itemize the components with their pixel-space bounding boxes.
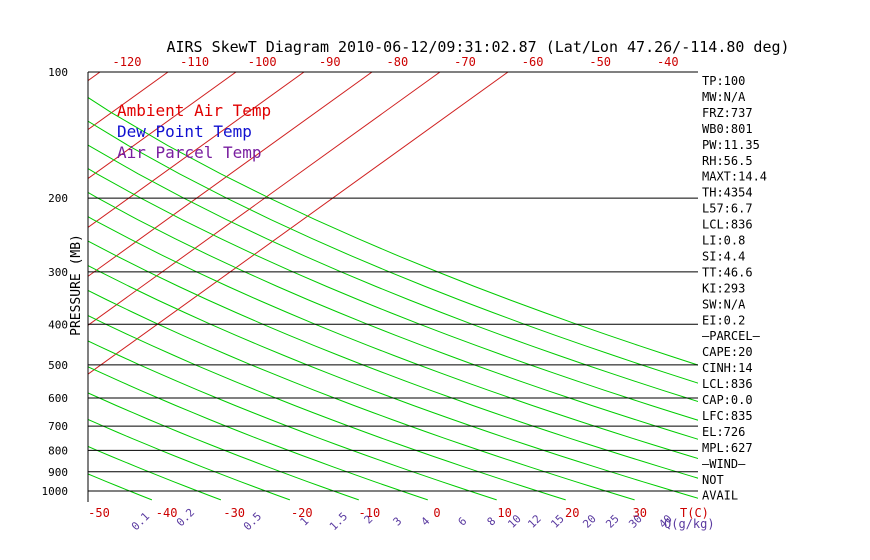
top-temp-tick-label: -50 — [589, 55, 611, 69]
legend-entry: Air Parcel Temp — [117, 143, 262, 162]
pressure-tick-label: 700 — [48, 420, 68, 433]
info-label: EI:0.2 — [702, 313, 745, 327]
dry-adiabat-line — [88, 167, 698, 421]
bottom-temp-tick-label: -10 — [359, 506, 381, 520]
bottom-temp-tick-label: 20 — [565, 506, 579, 520]
isotherm-line — [88, 72, 441, 326]
dry-adiabat-line — [0, 72, 14, 500]
chart-title: AIRS SkewT Diagram 2010-06-12/09:31:02.8… — [166, 38, 789, 56]
dry-adiabat-line — [88, 340, 497, 501]
x-axis-label: T(C) — [680, 506, 709, 520]
mixing-ratio-tick-label: 0.1 — [129, 510, 152, 533]
pressure-tick-label: 800 — [48, 444, 68, 457]
top-temp-tick-label: -90 — [319, 55, 341, 69]
info-label: RH:56.5 — [702, 154, 753, 168]
info-label: MW:N/A — [702, 90, 746, 104]
dry-adiabat-line — [88, 314, 566, 501]
dry-adiabat-line — [88, 392, 359, 501]
info-label: LCL:836 — [702, 218, 753, 232]
isotherm-line — [88, 72, 101, 82]
info-label: TP:100 — [702, 74, 745, 88]
info-label: CAP:0.0 — [702, 393, 753, 407]
dry-adiabat-line — [88, 144, 698, 403]
dry-adiabat-line — [88, 96, 698, 366]
isobar-lines — [87, 71, 698, 502]
top-temp-tick-label: -120 — [113, 55, 142, 69]
y-axis-label: PRESSURE (MB) — [69, 234, 84, 336]
isotherm-line — [88, 72, 305, 229]
legend-entry: Dew Point Temp — [117, 122, 252, 141]
pressure-tick-label: 100 — [48, 66, 68, 79]
info-label: NOT — [702, 473, 724, 487]
info-label: TT:46.6 — [702, 265, 753, 279]
pressure-tick-label: 900 — [48, 466, 68, 479]
info-label: CAPE:20 — [702, 345, 753, 359]
info-label: —WIND— — [702, 457, 746, 471]
bottom-temp-tick-label: -30 — [223, 506, 245, 520]
mixing-ratio-tick-label: 6 — [456, 515, 470, 529]
pressure-tick-label: 500 — [48, 359, 68, 372]
dry-adiabat-line — [88, 120, 698, 384]
pressure-tick-label: 1000 — [42, 485, 69, 498]
info-label: AVAIL — [702, 489, 738, 503]
info-label: LFC:835 — [702, 409, 753, 423]
isotherm-line — [88, 72, 509, 375]
dry-adiabat-line — [88, 240, 698, 479]
info-label: EL:726 — [702, 425, 745, 439]
bottom-temp-tick-label: 30 — [633, 506, 647, 520]
top-temp-tick-label: -110 — [180, 55, 209, 69]
pressure-tick-label: 400 — [48, 318, 68, 331]
info-label: SW:N/A — [702, 297, 746, 311]
info-panel: TP:100 MW:N/A FRZ:737 WB0:801 PW:11.35 RH:56.… — [702, 74, 767, 503]
isotherm-line — [88, 72, 373, 277]
info-label: TH:4354 — [702, 186, 753, 200]
top-temp-tick-label: -40 — [657, 55, 679, 69]
info-label: PW:11.35 — [702, 138, 760, 152]
bottom-temp-tick-label: 10 — [497, 506, 511, 520]
isotherm-line — [88, 72, 237, 180]
info-label: —PARCEL— — [702, 329, 761, 343]
info-label: SI:4.4 — [702, 249, 745, 263]
dry-adiabat-line — [88, 289, 635, 501]
info-label: FRZ:737 — [702, 106, 753, 120]
info-label: MAXT:14.4 — [702, 170, 767, 184]
bottom-temp-tick-label: 0 — [433, 506, 440, 520]
background-lines — [0, 72, 698, 502]
mixing-ratio-tick-label: 1.5 — [327, 510, 350, 533]
info-label: LCL:836 — [702, 377, 753, 391]
info-label: MPL:627 — [702, 441, 753, 455]
bottom-temp-tick-label: -40 — [156, 506, 178, 520]
pressure-tick-label: 300 — [48, 266, 68, 279]
bottom-temp-tick-label: -20 — [291, 506, 313, 520]
info-label: WB0:801 — [702, 122, 753, 136]
info-label: L57:6.7 — [702, 202, 753, 216]
info-label: LI:0.8 — [702, 234, 745, 248]
dry-adiabat-line — [88, 418, 291, 501]
isotherm-line — [0, 72, 32, 502]
dry-adiabat-line — [88, 191, 698, 440]
pressure-tick-label: 200 — [48, 192, 68, 205]
dry-adiabat-line — [88, 366, 428, 501]
info-label: CINH:14 — [702, 361, 753, 375]
top-temp-tick-label: -60 — [522, 55, 544, 69]
dry-adiabat-line — [88, 216, 698, 460]
legend: Ambient Air Temp Dew Point Temp Air Parcel… — [117, 101, 271, 162]
bottom-temp-tick-label: -50 — [88, 506, 110, 520]
mixing-ratio-tick-label: 12 — [525, 512, 544, 531]
mixing-ratio-tick-label: 20 — [580, 512, 599, 531]
dry-adiabat-line — [88, 264, 698, 499]
mixing-ratio-tick-label: 3 — [391, 515, 405, 529]
mixing-ratio-tick-label: 4 — [419, 514, 433, 528]
dry-adiabat-line — [88, 445, 222, 501]
top-temp-tick-label: -100 — [248, 55, 277, 69]
pressure-tick-label: 600 — [48, 392, 68, 405]
top-temp-tick-label: -80 — [387, 55, 409, 69]
mixing-ratio-tick-label: 25 — [603, 512, 622, 531]
info-label: KI:293 — [702, 281, 745, 295]
legend-entry: Ambient Air Temp — [117, 101, 271, 120]
mixing-ratio-unit-label: Q(g/kg) — [664, 517, 715, 531]
top-temp-tick-label: -70 — [454, 55, 476, 69]
